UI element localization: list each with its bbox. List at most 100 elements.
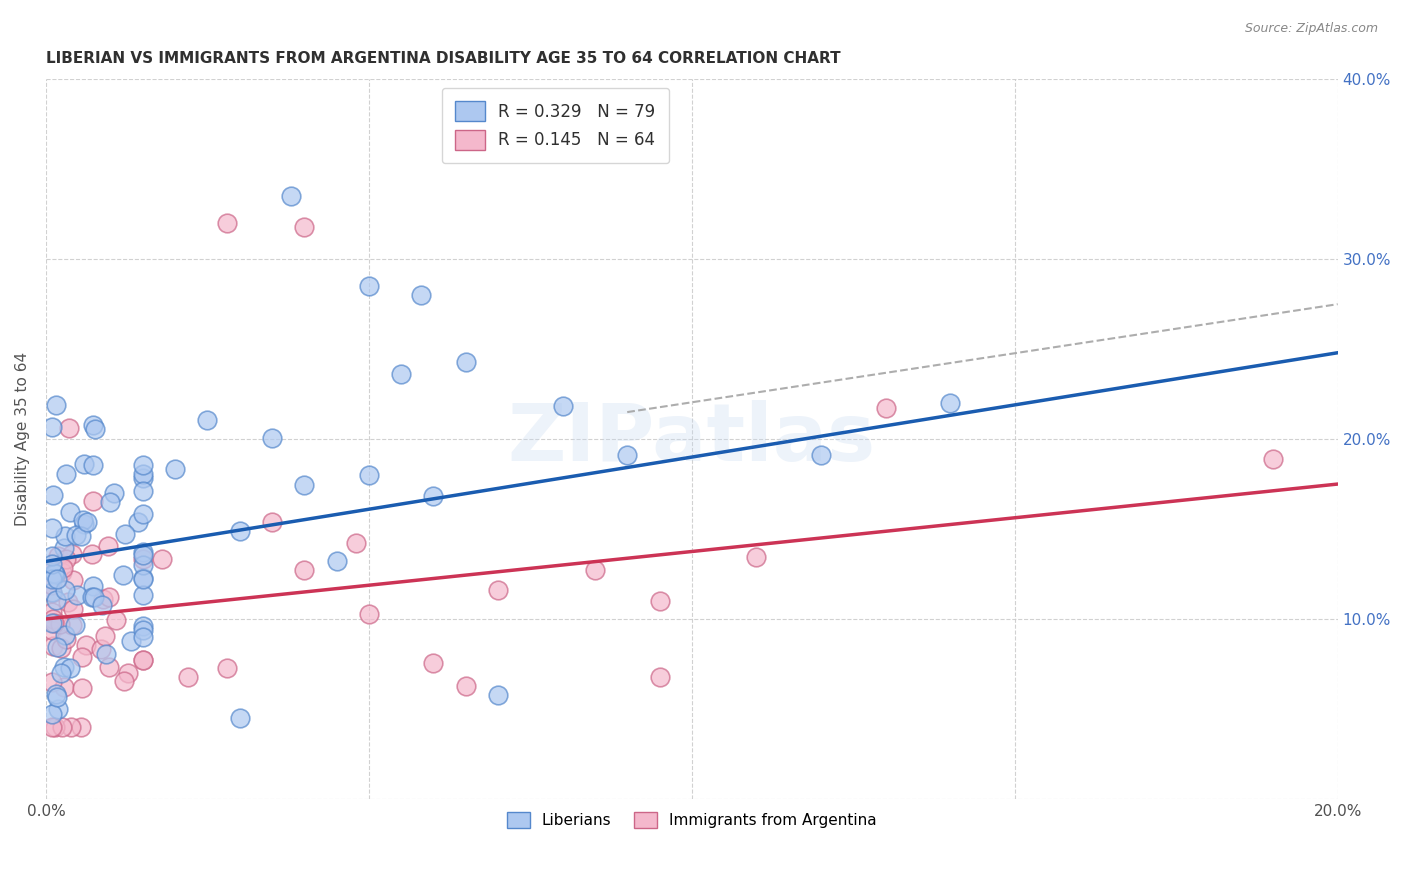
- Point: [98, 495, 121, 509]
- Point: [551, 399, 574, 413]
- Point: [52, 660, 75, 674]
- Point: [132, 588, 155, 602]
- Point: [280, 189, 302, 203]
- Point: [82, 590, 104, 604]
- Point: [44, 720, 66, 734]
- Point: [939, 395, 962, 409]
- Point: [41, 720, 63, 734]
- Point: [72, 512, 94, 526]
- Point: [45, 592, 67, 607]
- Point: [52, 561, 75, 575]
- Point: [91, 592, 114, 607]
- Point: [45, 397, 67, 411]
- Point: [83, 422, 105, 436]
- Point: [114, 527, 136, 541]
- Point: [648, 669, 671, 683]
- Point: [44, 566, 66, 581]
- Point: [112, 673, 135, 688]
- Point: [46, 572, 69, 586]
- Point: [59, 720, 82, 734]
- Point: [41, 420, 63, 434]
- Point: [98, 660, 121, 674]
- Point: [97, 591, 120, 605]
- Point: [45, 690, 67, 704]
- Text: ZIPatlas: ZIPatlas: [508, 401, 876, 478]
- Point: [165, 462, 187, 476]
- Point: [46, 640, 69, 655]
- Point: [62, 618, 84, 632]
- Point: [42, 612, 65, 626]
- Point: [94, 647, 117, 661]
- Point: [83, 590, 105, 604]
- Point: [41, 549, 63, 563]
- Point: [132, 653, 155, 667]
- Point: [58, 660, 80, 674]
- Point: [51, 720, 73, 734]
- Point: [63, 617, 86, 632]
- Point: [41, 521, 63, 535]
- Point: [177, 670, 200, 684]
- Point: [97, 539, 120, 553]
- Point: [105, 613, 128, 627]
- Point: [55, 552, 77, 566]
- Point: [454, 354, 477, 368]
- Point: [65, 528, 87, 542]
- Point: [53, 529, 76, 543]
- Point: [132, 571, 155, 585]
- Point: [42, 566, 65, 580]
- Point: [132, 653, 155, 667]
- Point: [132, 471, 155, 485]
- Point: [215, 661, 238, 675]
- Point: [70, 681, 93, 695]
- Point: [132, 630, 155, 644]
- Point: [41, 558, 63, 572]
- Point: [132, 483, 155, 498]
- Point: [73, 517, 96, 532]
- Point: [70, 650, 93, 665]
- Point: [325, 554, 347, 568]
- Point: [197, 413, 219, 427]
- Point: [228, 711, 250, 725]
- Point: [486, 583, 509, 598]
- Point: [70, 529, 93, 543]
- Point: [75, 638, 97, 652]
- Point: [90, 641, 112, 656]
- Point: [260, 431, 283, 445]
- Point: [56, 595, 79, 609]
- Point: [583, 563, 606, 577]
- Point: [875, 401, 897, 415]
- Text: LIBERIAN VS IMMIGRANTS FROM ARGENTINA DISABILITY AGE 35 TO 64 CORRELATION CHART: LIBERIAN VS IMMIGRANTS FROM ARGENTINA DI…: [46, 51, 841, 66]
- Point: [132, 558, 155, 572]
- Point: [44, 566, 66, 581]
- Point: [292, 219, 315, 234]
- Point: [41, 488, 63, 502]
- Point: [41, 615, 63, 630]
- Point: [409, 288, 432, 302]
- Point: [49, 617, 72, 632]
- Point: [132, 458, 155, 472]
- Point: [292, 478, 315, 492]
- Point: [51, 565, 73, 579]
- Point: [422, 657, 444, 671]
- Point: [41, 577, 63, 591]
- Y-axis label: Disability Age 35 to 64: Disability Age 35 to 64: [15, 352, 30, 526]
- Point: [616, 448, 638, 462]
- Point: [117, 666, 139, 681]
- Point: [486, 688, 509, 702]
- Point: [132, 623, 155, 637]
- Point: [132, 549, 155, 563]
- Point: [357, 467, 380, 482]
- Point: [91, 598, 114, 612]
- Point: [66, 588, 89, 602]
- Point: [132, 544, 155, 558]
- Point: [112, 567, 135, 582]
- Point: [76, 515, 98, 529]
- Point: [1261, 452, 1284, 467]
- Point: [132, 619, 155, 633]
- Point: [73, 458, 96, 472]
- Point: [41, 585, 63, 599]
- Point: [745, 549, 768, 564]
- Point: [55, 467, 77, 481]
- Point: [52, 680, 75, 694]
- Point: [70, 720, 93, 734]
